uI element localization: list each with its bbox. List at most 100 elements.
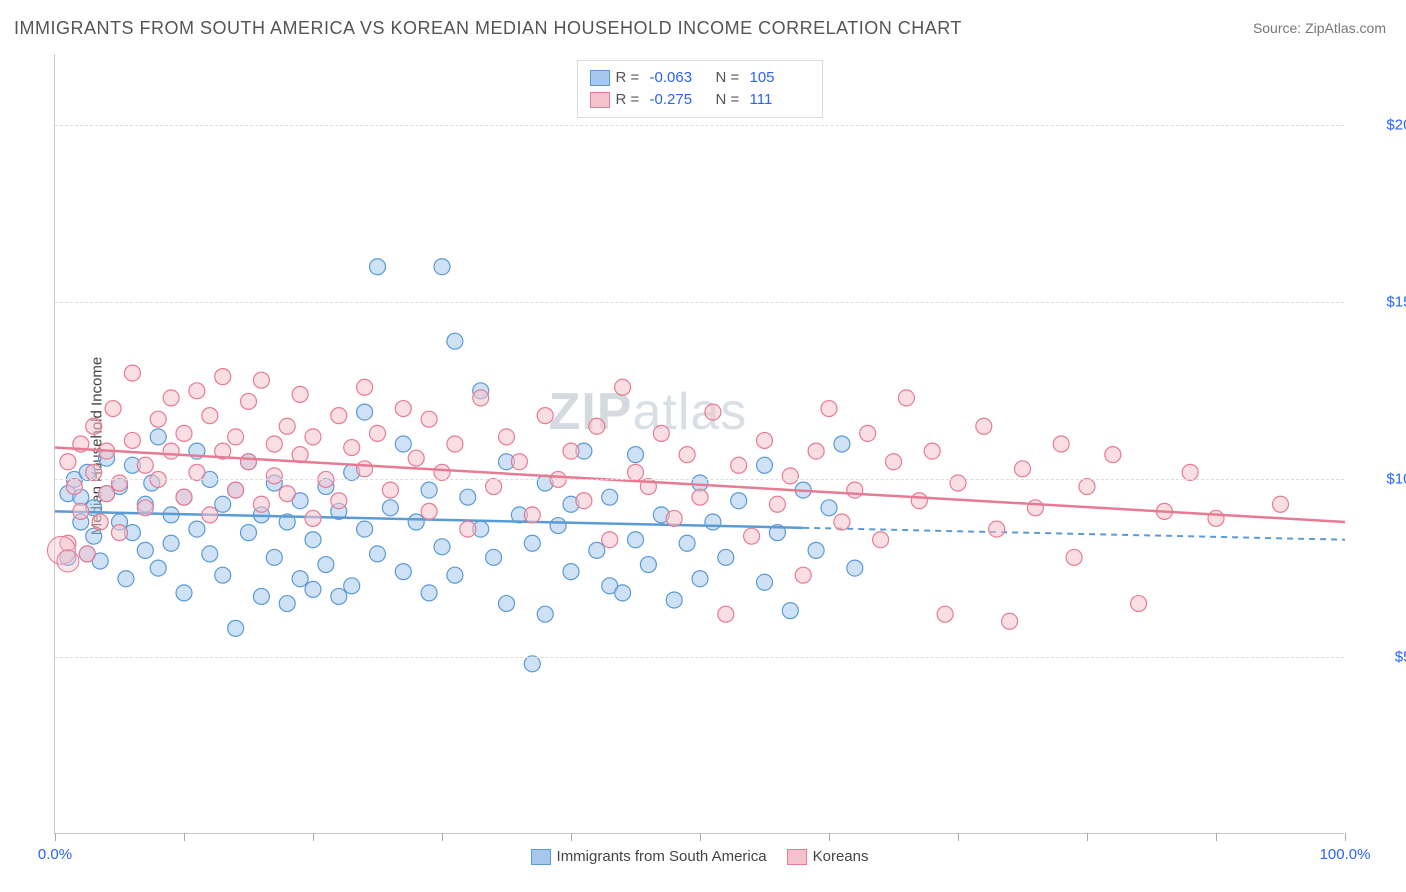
data-point [189,383,205,399]
data-point [718,606,734,622]
data-point [757,574,773,590]
data-point [86,464,102,480]
data-point [241,525,257,541]
data-point [847,560,863,576]
data-point [886,454,902,470]
legend-label: Koreans [813,848,869,865]
data-point [228,482,244,498]
data-point [563,443,579,459]
data-point [511,454,527,470]
y-tick-label: $200,000 [1386,116,1406,133]
data-point [421,482,437,498]
data-point [279,418,295,434]
data-point [86,528,102,544]
data-point [499,429,515,445]
x-tick [829,833,830,841]
gridline [55,479,1344,480]
data-point [57,550,79,572]
stats-row: R =-0.063N =105 [590,67,810,89]
data-point [86,418,102,434]
data-point [937,606,953,622]
data-point [357,521,373,537]
legend-item: Koreans [787,848,869,865]
data-point [189,521,205,537]
data-point [447,436,463,452]
data-point [266,549,282,565]
data-point [357,379,373,395]
data-point [357,461,373,477]
data-point [421,411,437,427]
r-label: R = [616,67,644,89]
data-point [1027,500,1043,516]
data-point [757,457,773,473]
data-point [318,557,334,573]
data-point [421,503,437,519]
data-point [150,429,166,445]
data-point [370,259,386,275]
data-point [1066,549,1082,565]
y-tick-label: $50,000 [1395,648,1406,665]
data-point [782,468,798,484]
data-point [473,390,489,406]
data-point [1053,436,1069,452]
x-tick [55,833,56,841]
data-point [163,443,179,459]
data-point [847,482,863,498]
data-point [241,454,257,470]
data-point [99,486,115,502]
data-point [1131,596,1147,612]
data-point [105,401,121,417]
data-point [524,507,540,523]
x-tick [958,833,959,841]
data-point [615,379,631,395]
data-point [434,464,450,480]
data-point [524,656,540,672]
data-point [486,479,502,495]
data-point [331,588,347,604]
n-value: 105 [750,67,810,89]
x-tick [1087,833,1088,841]
data-point [589,542,605,558]
gridline [55,125,1344,126]
n-value: 111 [750,89,810,111]
data-point [808,542,824,558]
data-point [537,606,553,622]
data-point [292,386,308,402]
data-point [460,521,476,537]
legend: Immigrants from South America Koreans [531,848,869,865]
data-point [241,393,257,409]
x-tick [313,833,314,841]
data-point [215,567,231,583]
data-point [279,486,295,502]
data-point [860,425,876,441]
r-value: -0.063 [650,67,710,89]
data-point [757,432,773,448]
data-point [731,493,747,509]
data-point [950,475,966,491]
data-point [537,408,553,424]
data-point [434,259,450,275]
data-point [808,443,824,459]
legend-swatch [531,849,551,865]
data-point [215,496,231,512]
data-point [602,532,618,548]
data-point [176,489,192,505]
legend-item: Immigrants from South America [531,848,767,865]
data-point [176,425,192,441]
x-tick-label: 100.0% [1320,846,1371,863]
data-point [1015,461,1031,477]
data-point [344,578,360,594]
data-point [66,479,82,495]
n-label: N = [716,89,744,111]
trend-line [55,448,1345,522]
series-swatch [590,70,610,86]
data-point [628,447,644,463]
data-point [460,489,476,505]
data-point [989,521,1005,537]
data-point [279,596,295,612]
data-point [705,514,721,530]
data-point [266,468,282,484]
data-point [1273,496,1289,512]
data-point [395,401,411,417]
data-point [769,496,785,512]
